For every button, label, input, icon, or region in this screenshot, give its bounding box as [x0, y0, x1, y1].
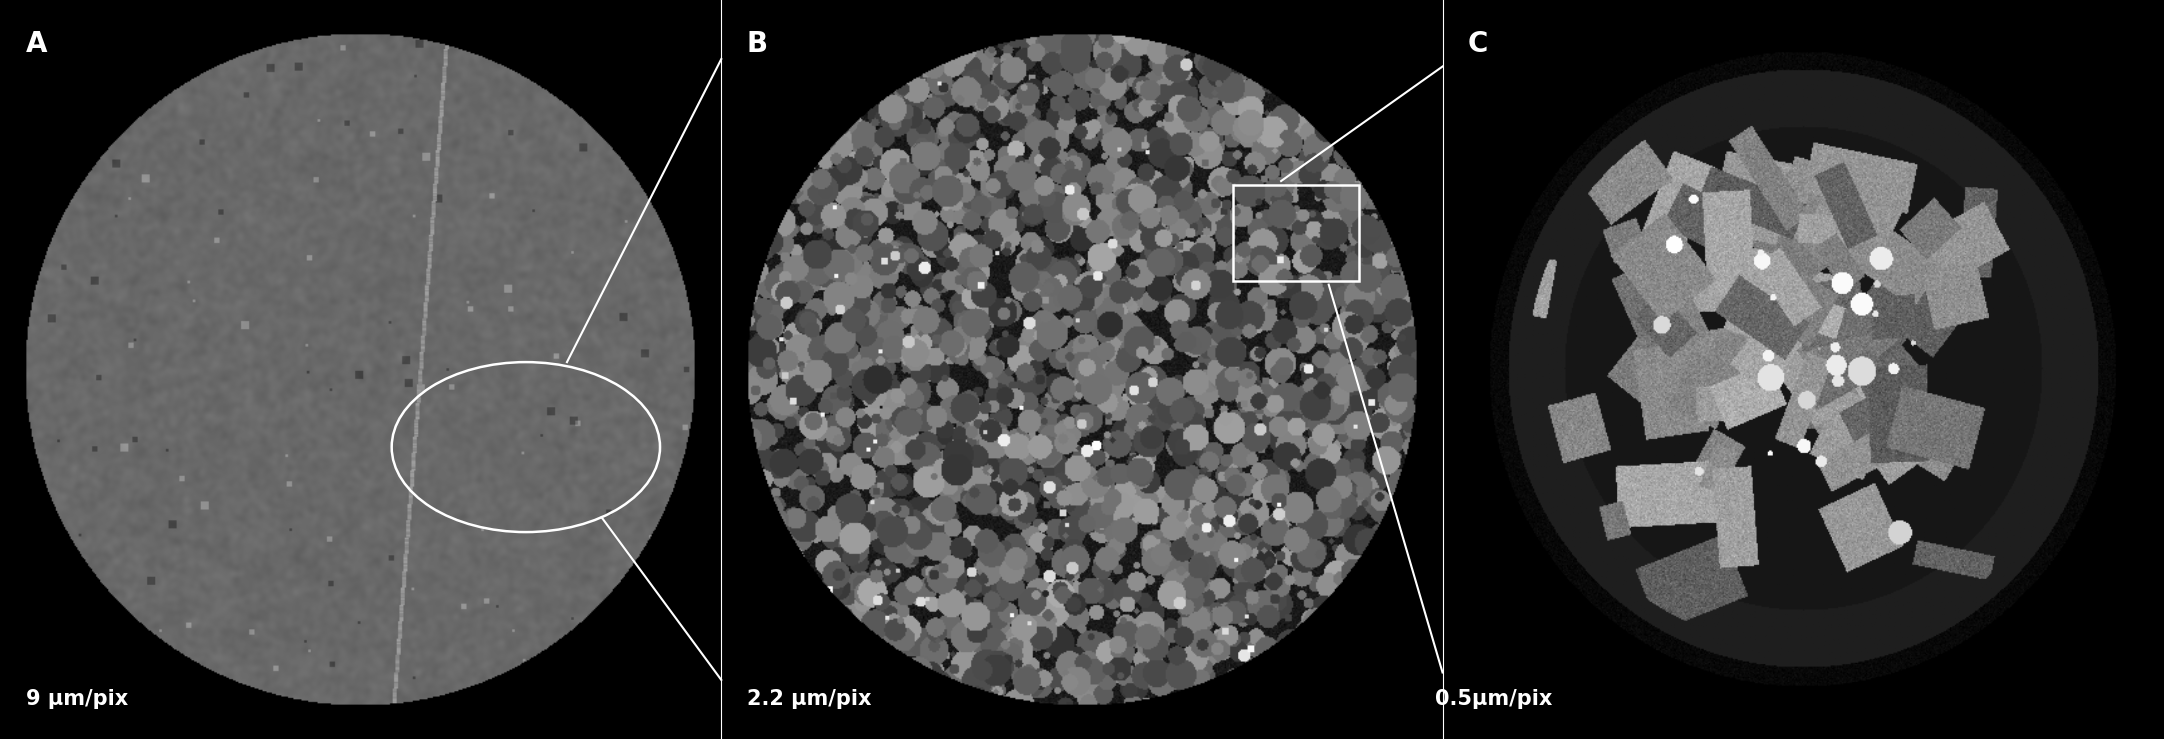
- Text: C: C: [1467, 30, 1487, 58]
- Text: B: B: [747, 30, 768, 58]
- Text: 2.2 μm/pix: 2.2 μm/pix: [747, 689, 872, 709]
- Text: 9 μm/pix: 9 μm/pix: [26, 689, 128, 709]
- Text: 0.5μm/pix: 0.5μm/pix: [1435, 689, 1552, 709]
- Text: A: A: [26, 30, 48, 58]
- Bar: [1233, 185, 1359, 281]
